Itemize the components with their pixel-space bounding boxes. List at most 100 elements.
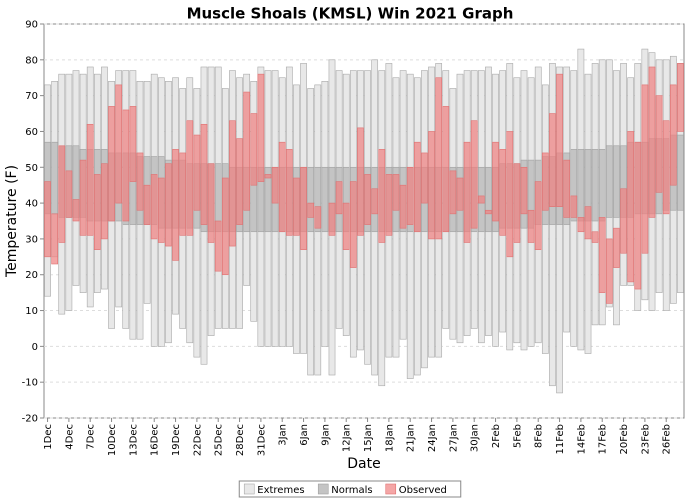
- bar: [406, 166, 414, 225]
- bar: [236, 138, 243, 225]
- bar: [371, 188, 379, 215]
- bar: [513, 163, 521, 243]
- x-tick-label: 7Dec: [86, 424, 97, 450]
- x-tick-label: 24Jan: [427, 424, 438, 452]
- plot-area: [43, 23, 685, 419]
- bar: [250, 113, 258, 186]
- bar: [378, 149, 386, 243]
- bar: [613, 227, 620, 268]
- bar: [591, 149, 599, 222]
- bar: [399, 184, 407, 229]
- bar: [477, 195, 485, 204]
- bar: [385, 174, 393, 236]
- y-tick-label: 50: [25, 163, 38, 174]
- bar: [534, 181, 542, 250]
- y-tick-label: 20: [25, 270, 38, 281]
- x-tick-label: 25Dec: [214, 424, 225, 456]
- bar: [527, 209, 535, 243]
- bar: [335, 181, 343, 215]
- bar: [556, 66, 563, 394]
- bar: [129, 106, 137, 182]
- bar: [214, 220, 222, 272]
- bar: [669, 84, 677, 186]
- legend-label: Normals: [331, 485, 372, 496]
- bar: [570, 195, 578, 218]
- legend-swatch: [243, 483, 255, 495]
- bar: [186, 120, 194, 236]
- bar: [122, 109, 130, 222]
- bar: [44, 181, 51, 258]
- bar: [570, 149, 578, 222]
- bar: [662, 120, 670, 215]
- bar: [314, 206, 322, 229]
- legend: Extremes Normals Observed: [238, 480, 462, 498]
- bar: [342, 202, 350, 250]
- bar: [51, 213, 59, 265]
- bar: [563, 159, 571, 218]
- y-tick-label: -10: [22, 378, 38, 389]
- y-tick-label: -20: [22, 414, 38, 425]
- bar: [65, 170, 73, 218]
- bar: [79, 159, 87, 236]
- bar: [321, 166, 329, 233]
- bar: [165, 163, 172, 247]
- bar: [328, 202, 336, 236]
- bar: [108, 106, 115, 222]
- bar: [541, 152, 549, 211]
- x-tick-label: 23Feb: [640, 424, 651, 454]
- x-tick-label: 2Feb: [491, 424, 502, 448]
- bar: [442, 106, 450, 233]
- x-tick-label: 13Dec: [128, 424, 139, 456]
- bar: [307, 202, 315, 218]
- bar: [300, 166, 307, 250]
- x-tick-label: 1Dec: [43, 424, 54, 450]
- bar: [243, 91, 251, 211]
- x-tick-label: 17Feb: [598, 424, 609, 454]
- bar: [51, 141, 59, 215]
- bar: [655, 95, 663, 193]
- bar: [200, 123, 208, 225]
- bar: [271, 166, 279, 204]
- legend-swatch: [317, 483, 329, 495]
- legend-label: Observed: [399, 485, 447, 496]
- legend-label: Extremes: [257, 485, 304, 496]
- x-tick-label: 22Dec: [192, 424, 203, 456]
- x-tick-label: 30Jan: [470, 424, 481, 452]
- x-tick-label: 6Jan: [299, 424, 310, 446]
- bar: [598, 217, 606, 293]
- bar: [157, 177, 165, 243]
- bar: [264, 174, 272, 179]
- x-tick-label: 15Jan: [363, 424, 374, 452]
- bar: [349, 181, 357, 268]
- x-tick-label: 8Feb: [534, 424, 545, 448]
- y-axis-label: Temperature (F): [4, 165, 20, 278]
- x-tick-label: 26Feb: [662, 424, 673, 454]
- y-tick-label: 10: [25, 306, 38, 317]
- bar: [264, 166, 272, 233]
- bar: [172, 149, 179, 261]
- y-tick-label: 60: [25, 127, 38, 138]
- bar: [605, 238, 613, 304]
- bar: [101, 163, 108, 240]
- x-axis-label: Date: [347, 456, 380, 472]
- bar: [435, 77, 443, 240]
- bar: [499, 149, 507, 236]
- bar: [641, 84, 649, 254]
- bar: [314, 166, 322, 233]
- bar: [421, 152, 428, 204]
- bar: [648, 66, 656, 218]
- bar: [598, 149, 606, 222]
- bar: [677, 63, 684, 132]
- bar: [577, 149, 585, 222]
- y-tick-label: 90: [25, 20, 38, 31]
- y-tick-label: 70: [25, 91, 38, 102]
- bar: [86, 123, 94, 236]
- bar: [506, 131, 514, 258]
- x-tick-label: 11Feb: [555, 424, 566, 454]
- bar: [136, 152, 144, 211]
- y-tick-label: 40: [25, 199, 38, 210]
- bar: [193, 134, 201, 211]
- y-tick-label: 0: [32, 342, 38, 353]
- x-tick-label: 19Dec: [171, 424, 182, 456]
